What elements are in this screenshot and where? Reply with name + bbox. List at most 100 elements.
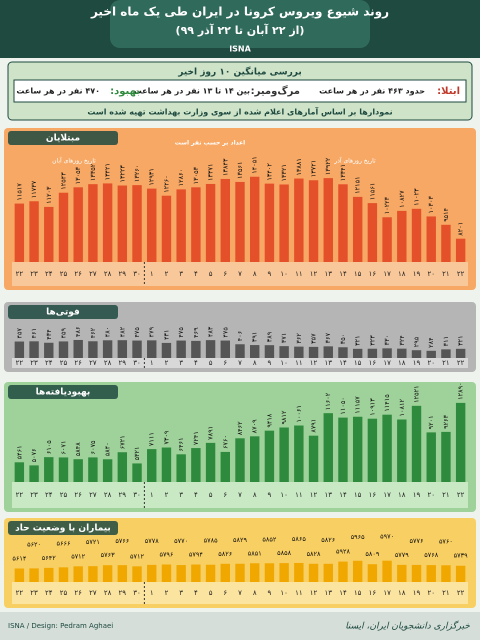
x-tick-label: ۱۰ — [280, 491, 288, 499]
bar — [397, 419, 407, 482]
chart-title: فوتی‌ها — [46, 308, 80, 318]
value-label: ۵۸۶۵ — [292, 535, 306, 543]
x-tick-label: ۲۲ — [457, 589, 465, 597]
x-tick-label: ۲۲ — [16, 491, 24, 499]
bar — [235, 438, 245, 482]
value-label: ۱۳۳۴۱ — [339, 164, 347, 181]
value-label: ۱۱۵۱۷ — [15, 183, 23, 201]
value-label: ۱۳۸۴۳ — [221, 158, 229, 176]
bar — [352, 348, 363, 358]
x-tick-label: ۲۰ — [427, 491, 435, 499]
bar — [367, 564, 378, 582]
infection-text: حدود ۴۶۳ نفر در هر ساعت — [319, 87, 425, 96]
value-label: ۸۷۰۹ — [251, 419, 259, 433]
x-tick-label: ۱۲ — [310, 589, 318, 597]
bar — [338, 184, 348, 262]
value-label: ۱۱۰۲۳ — [413, 188, 421, 206]
value-label: ۵۶۴۲ — [42, 554, 56, 562]
bar — [411, 208, 422, 262]
value-label: ۱۳۲۶۰ — [133, 165, 141, 182]
x-tick-label: ۲۲ — [16, 589, 24, 597]
bar — [44, 342, 54, 358]
value-label: ۱۴۰۵۱ — [251, 156, 259, 173]
value-label: ۵۷۶۸ — [424, 551, 438, 559]
value-label: ۳۵۰ — [339, 334, 347, 344]
x-tick-label: ۲۶ — [74, 491, 82, 499]
bar — [279, 184, 289, 262]
bar — [14, 462, 25, 482]
value-label: ۱۳۷۲۱ — [310, 160, 318, 177]
x-tick-label: ۱۰ — [280, 270, 288, 278]
bar — [455, 238, 466, 262]
x-tick-label: ۲۴ — [45, 589, 53, 597]
value-label: ۵۸۰۹ — [365, 550, 379, 558]
x-tick-label: ۲۴ — [45, 270, 53, 278]
value-label: ۷۸۹۱ — [207, 426, 215, 440]
footer-bg — [0, 612, 480, 640]
x-tick-label: ۶ — [223, 491, 227, 499]
value-label: ۱۰۹۱۳ — [368, 398, 376, 416]
bar — [382, 217, 392, 262]
bar — [441, 431, 451, 482]
bar — [191, 340, 201, 358]
x-tick-label: ۲۱ — [442, 491, 450, 499]
x-tick-label: ۲۹ — [119, 270, 127, 278]
value-label: ۱۲۹۳۱ — [148, 168, 156, 185]
bar — [323, 178, 333, 262]
x-tick-label: ۲۶ — [74, 270, 82, 278]
footer-agency: خبرگزاری دانشجویان ایران، ایسنا — [345, 620, 470, 632]
value-label: ۵۷۹۶ — [159, 550, 173, 558]
value-label: ۳۲۴ — [398, 335, 406, 346]
bar — [338, 347, 348, 358]
x-tick-label: ۱۵ — [354, 270, 362, 278]
bar — [147, 449, 157, 482]
bar — [191, 448, 201, 482]
value-label: ۱۰۲۲۳ — [383, 196, 391, 214]
value-label: ۴۷۵ — [221, 327, 229, 338]
bar — [44, 457, 54, 482]
value-label: ۸۲۰۱ — [457, 222, 465, 236]
x-tick-label: ۲۷ — [89, 589, 97, 597]
x-tick-label: ۲۳ — [30, 270, 38, 278]
bar — [279, 563, 289, 582]
x-tick-label: ۲۱ — [442, 270, 450, 278]
axis-strip — [12, 482, 468, 508]
value-label: ۶۴۶۱ — [177, 437, 185, 451]
bar — [352, 560, 363, 582]
x-tick-label: ۲ — [165, 589, 169, 597]
value-label: ۱۲۵۲۱ — [413, 385, 421, 402]
bar — [88, 566, 98, 582]
x-tick-label: ۱۷ — [383, 491, 391, 499]
bar — [382, 414, 392, 482]
bar — [397, 564, 407, 582]
bar — [323, 413, 333, 482]
chart-title-bg — [8, 305, 118, 319]
x-tick-label: ۲۹ — [119, 589, 127, 597]
x-tick-label: ۳ — [179, 359, 183, 367]
bar — [191, 564, 201, 582]
bar — [294, 178, 304, 262]
bar — [323, 346, 333, 358]
bar — [455, 565, 466, 582]
x-tick-label: ۲۷ — [89, 491, 97, 499]
value-label: ۹۲۰۱ — [427, 415, 435, 429]
x-tick-label: ۳ — [179, 270, 183, 278]
x-tick-label: ۲۲ — [457, 491, 465, 499]
value-label: ۴۷۵ — [133, 327, 141, 338]
bar — [338, 417, 348, 482]
bar — [176, 454, 186, 482]
value-label: ۵۸۵۲ — [262, 535, 276, 543]
bar — [294, 346, 304, 358]
value-label: ۴۷۵ — [177, 327, 185, 338]
summary-heading: بررسی میانگین ۱۰ روز اخیر — [177, 66, 301, 78]
x-tick-label: ۹ — [268, 589, 272, 597]
value-label: ۹۸۱۲ — [280, 410, 288, 424]
value-label: ۱۳۳۵۲ — [89, 163, 97, 181]
bar — [426, 350, 436, 358]
x-tick-label: ۶ — [223, 270, 227, 278]
value-label: ۳۷۱ — [280, 333, 288, 343]
value-label: ۶۷۲۱ — [118, 435, 126, 449]
value-label: ۵۷۷۹ — [395, 551, 409, 559]
x-tick-label: ۵ — [209, 270, 213, 278]
